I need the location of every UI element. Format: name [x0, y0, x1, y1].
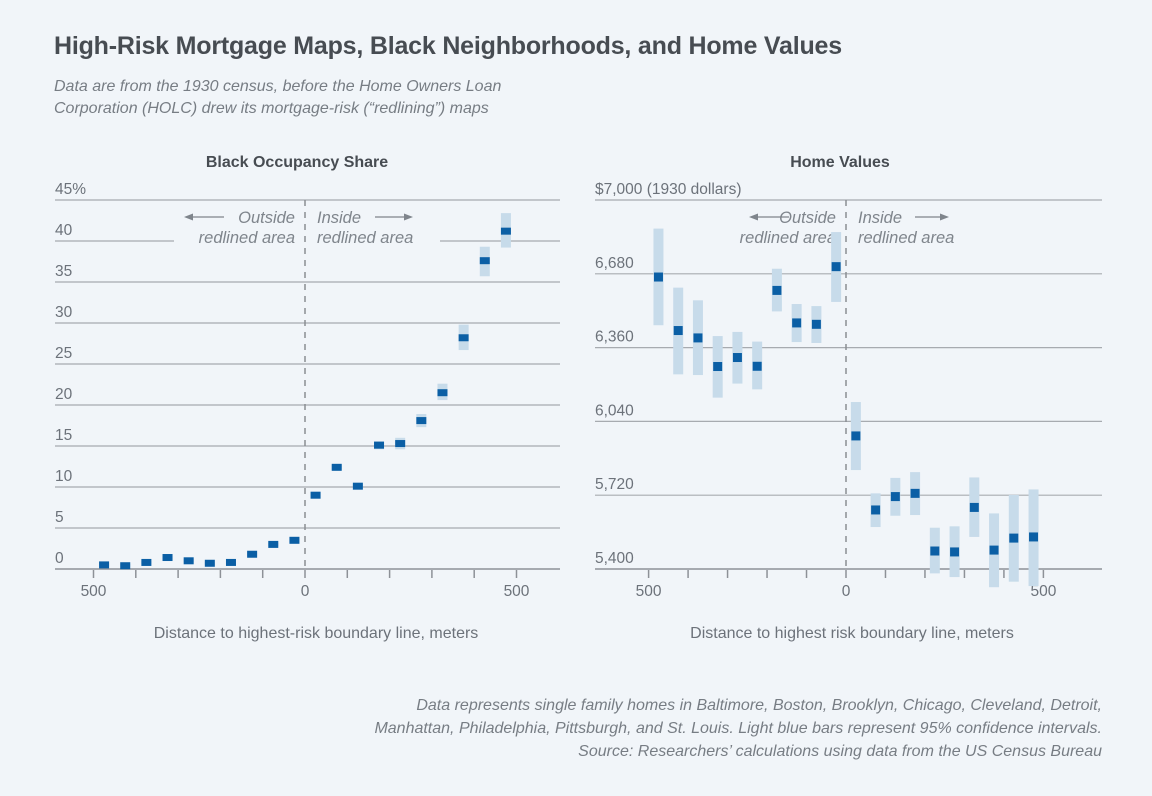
data-point — [374, 441, 385, 449]
right-outside-sublabel: redlined area — [740, 229, 836, 247]
left-data-marks — [99, 213, 511, 570]
y-tick-label: 30 — [55, 304, 73, 321]
data-point — [693, 333, 703, 343]
y-tick-label: 6,680 — [595, 255, 634, 272]
left-panel-title: Black Occupancy Share — [206, 154, 388, 171]
left-outside-arrow-head — [184, 213, 193, 221]
data-point — [99, 561, 110, 569]
data-point — [890, 492, 900, 502]
right-inside-label: Inside — [858, 209, 902, 227]
subtitle-line-1: Data are from the 1930 census, before th… — [54, 78, 502, 95]
y-tick-label: 6,360 — [595, 329, 634, 346]
data-point — [225, 558, 236, 566]
y-tick-label: 40 — [55, 222, 73, 239]
right-panel-title: Home Values — [790, 154, 890, 171]
x-tick-label: 0 — [842, 583, 851, 600]
data-point — [289, 536, 300, 544]
footnote-line-1: Data represents single family homes in B… — [416, 697, 1102, 714]
y-tick-label: 6,040 — [595, 402, 634, 419]
y-tick-label: 5,400 — [595, 550, 634, 567]
y-tick-label: 5,720 — [595, 476, 634, 493]
x-tick-label: 0 — [301, 583, 310, 600]
left-outside-sublabel: redlined area — [199, 229, 295, 247]
data-point — [831, 262, 841, 272]
x-tick-label: 500 — [504, 583, 530, 600]
data-point — [772, 285, 782, 295]
x-tick-label: 500 — [1030, 583, 1056, 600]
data-point — [479, 257, 490, 265]
data-point — [871, 505, 881, 515]
right-inside-arrow-head — [940, 213, 949, 221]
right-annotation: Outside redlined area Inside redlined ar… — [740, 209, 955, 247]
data-point — [851, 431, 861, 441]
right-inside-sublabel: redlined area — [858, 229, 954, 247]
data-point — [752, 361, 762, 371]
y-tick-label: 15 — [55, 427, 72, 444]
footnote-line-3: Source: Researchers’ calculations using … — [578, 743, 1102, 760]
x-tick-label: 500 — [81, 583, 107, 600]
left-outside-label: Outside — [238, 209, 295, 227]
data-point — [811, 319, 821, 329]
data-point — [653, 272, 663, 282]
right-panel: Home Values 5,400 5,720 6,040 6,360 6,680 $7,… — [595, 154, 1102, 642]
data-point — [352, 482, 363, 490]
footnote-line-2: Manhattan, Philadelphia, Pittsburgh, and… — [374, 720, 1102, 737]
data-point — [930, 546, 940, 556]
left-x-ticks: 500 0 500 — [81, 570, 530, 600]
chart-title: High-Risk Mortgage Maps, Black Neighborh… — [54, 32, 842, 60]
data-point — [310, 491, 321, 499]
data-point — [268, 540, 279, 548]
data-point — [713, 362, 723, 372]
left-annotation: Outside redlined area Inside redlined ar… — [184, 209, 413, 247]
data-point — [183, 557, 194, 565]
right-outside-arrow-head — [749, 213, 758, 221]
chart-subtitle: Data are from the 1930 census, before th… — [54, 76, 614, 120]
data-point — [395, 440, 406, 448]
data-point — [416, 417, 427, 425]
data-point — [204, 559, 215, 567]
data-point — [792, 318, 802, 328]
data-point — [950, 547, 960, 557]
data-point — [331, 463, 342, 471]
right-outside-label: Outside — [779, 209, 836, 227]
left-inside-label: Inside — [317, 209, 361, 227]
data-point — [732, 353, 742, 363]
data-point — [910, 488, 920, 498]
y-tick-label: 20 — [55, 386, 73, 403]
right-x-axis-label: Distance to highest risk boundary line, … — [690, 625, 1014, 642]
subtitle-line-2: Corporation (HOLC) drew its mortgage-ris… — [54, 100, 489, 117]
data-point — [458, 334, 469, 342]
y-tick-label: 45% — [55, 181, 86, 198]
data-point — [1029, 532, 1039, 542]
left-grid: 0 5 10 15 20 25 30 35 40 45% — [55, 181, 560, 570]
y-tick-label: 0 — [55, 550, 64, 567]
data-point — [989, 545, 999, 555]
data-point — [500, 227, 511, 235]
right-grid: 5,400 5,720 6,040 6,360 6,680 $7,000 (1930 do… — [595, 181, 1102, 570]
x-tick-label: 500 — [636, 583, 662, 600]
left-inside-sublabel: redlined area — [317, 229, 413, 247]
left-panel: Black Occupancy Share 0 5 10 15 20 25 30 35 40 45… — [55, 154, 560, 642]
right-x-ticks: 500 0 500 — [636, 570, 1057, 600]
left-inside-arrow-head — [404, 213, 413, 221]
data-point — [247, 550, 258, 558]
data-point — [969, 502, 979, 512]
data-point — [162, 554, 173, 562]
y-tick-label: 35 — [55, 263, 72, 280]
data-point — [120, 562, 131, 570]
right-data-marks — [653, 228, 1039, 588]
y-tick-label: 10 — [55, 468, 73, 485]
left-x-axis-label: Distance to highest-risk boundary line, … — [154, 625, 479, 642]
data-point — [437, 389, 448, 397]
data-point — [673, 326, 683, 336]
y-tick-label: 5 — [55, 509, 64, 526]
data-point — [1009, 533, 1019, 543]
y-tick-label: 25 — [55, 345, 72, 362]
y-tick-label: $7,000 (1930 dollars) — [595, 181, 742, 198]
data-point — [141, 558, 152, 566]
footnote: Data represents single family homes in B… — [202, 694, 1102, 763]
